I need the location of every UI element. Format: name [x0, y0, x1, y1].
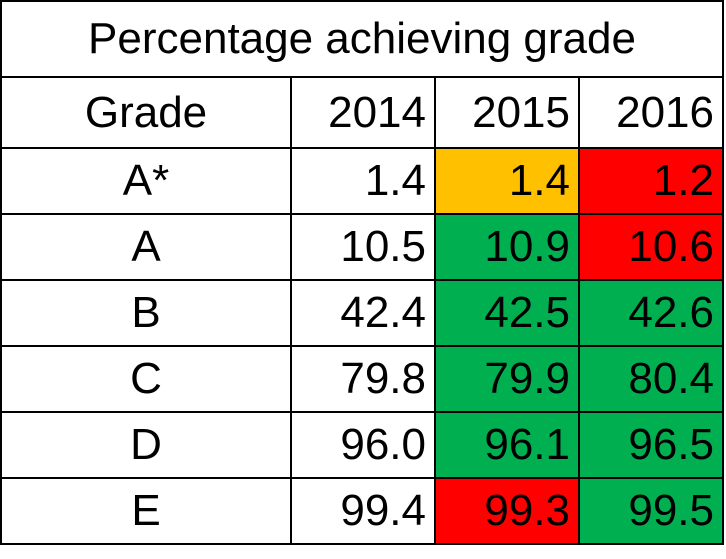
value-cell: 42.6: [578, 279, 724, 347]
table-row: A* 1.4 1.4 1.2: [0, 147, 724, 215]
value-cell: 1.4: [434, 147, 580, 215]
grade-label: B: [0, 279, 292, 347]
grade-label: C: [0, 345, 292, 413]
value-cell: 79.8: [290, 345, 436, 413]
grade-label: E: [0, 477, 292, 545]
value-cell: 42.4: [290, 279, 436, 347]
header-year-2014: 2014: [290, 76, 436, 149]
table-header-row: Grade 2014 2015 2016: [0, 76, 724, 149]
value-cell: 99.3: [434, 477, 580, 545]
table-row: A 10.5 10.9 10.6: [0, 213, 724, 281]
header-grade: Grade: [0, 76, 292, 149]
header-year-2015: 2015: [434, 76, 580, 149]
value-cell: 96.0: [290, 411, 436, 479]
value-cell: 79.9: [434, 345, 580, 413]
value-cell: 1.4: [290, 147, 436, 215]
value-cell: 1.2: [578, 147, 724, 215]
table-title: Percentage achieving grade: [0, 0, 724, 78]
value-cell: 10.9: [434, 213, 580, 281]
table-row: E 99.4 99.3 99.5: [0, 477, 724, 545]
value-cell: 42.5: [434, 279, 580, 347]
value-cell: 10.5: [290, 213, 436, 281]
table-row: B 42.4 42.5 42.6: [0, 279, 724, 347]
table-title-row: Percentage achieving grade: [0, 0, 724, 78]
value-cell: 99.4: [290, 477, 436, 545]
value-cell: 96.5: [578, 411, 724, 479]
table-row: D 96.0 96.1 96.5: [0, 411, 724, 479]
grade-label: D: [0, 411, 292, 479]
grade-percentage-table: Percentage achieving grade Grade 2014 20…: [0, 0, 724, 545]
header-year-2016: 2016: [578, 76, 724, 149]
value-cell: 96.1: [434, 411, 580, 479]
grade-label: A: [0, 213, 292, 281]
table-row: C 79.8 79.9 80.4: [0, 345, 724, 413]
value-cell: 80.4: [578, 345, 724, 413]
value-cell: 10.6: [578, 213, 724, 281]
grade-label: A*: [0, 147, 292, 215]
value-cell: 99.5: [578, 477, 724, 545]
